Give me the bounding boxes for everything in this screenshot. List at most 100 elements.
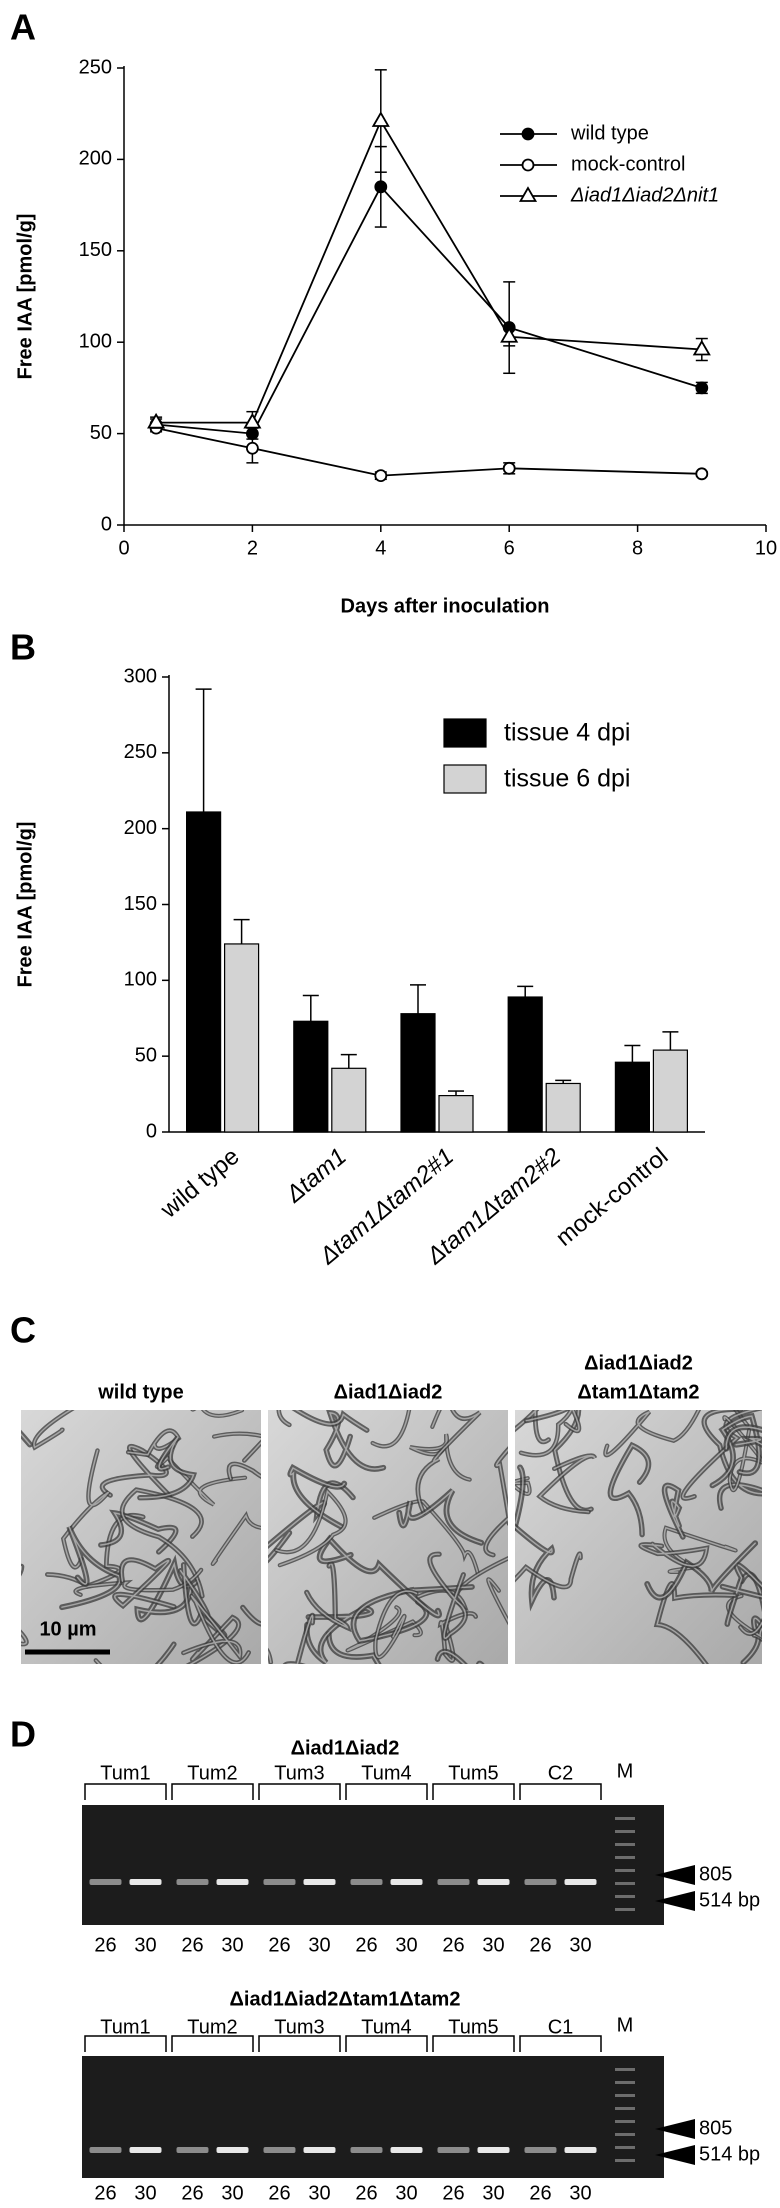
lane-bracket	[432, 2035, 515, 2052]
gel-band	[477, 1879, 510, 1885]
error-bar	[340, 1053, 357, 1069]
hypha-core	[21, 1565, 23, 1572]
ladder-band	[615, 2133, 635, 2136]
y-tick-label: 150	[124, 893, 157, 915]
marker	[374, 469, 388, 483]
hypha-core	[646, 1542, 756, 1599]
ladder-band	[615, 1869, 635, 1872]
ladder-band	[615, 2081, 635, 2084]
gel	[82, 2056, 664, 2178]
bar	[224, 943, 260, 1133]
lane-group-label: Tum1	[100, 1762, 150, 1784]
hypha-core	[682, 1410, 757, 1500]
cycle-label: 30	[569, 2182, 591, 2204]
bar	[652, 1049, 689, 1133]
ladder-band	[615, 2068, 635, 2071]
size-label: 514 bp	[699, 1889, 760, 1911]
hypha-core	[228, 1441, 261, 1480]
hypha-core	[21, 1631, 28, 1645]
hypha-core	[515, 1466, 524, 1528]
lane-group-label: Tum3	[274, 2016, 324, 2038]
gel-band	[390, 1879, 423, 1885]
lane-bracket	[258, 2035, 341, 2052]
gel-band	[437, 1879, 470, 1885]
lane-group-label: C2	[548, 1762, 574, 1784]
bar	[614, 1061, 651, 1133]
cycle-label: 30	[482, 1934, 504, 1956]
gel-band	[524, 2147, 557, 2153]
hypha	[21, 1563, 25, 1577]
hypha-core	[725, 1426, 762, 1450]
hyphae	[268, 1410, 508, 1664]
cycle-label: 26	[181, 2182, 203, 2204]
hypha-core	[663, 1526, 737, 1573]
cycle-label: 30	[395, 2182, 417, 2204]
x-tick-label: 8	[632, 537, 643, 559]
error-bar	[302, 994, 319, 1022]
ladder-band	[615, 1908, 635, 1911]
panel-label: C	[10, 1310, 36, 1351]
gel-band	[303, 1879, 336, 1885]
lane-group-label: Tum2	[187, 1762, 237, 1784]
cycle-label: 26	[181, 1934, 203, 1956]
marker	[500, 326, 519, 343]
lane-bracket	[345, 1783, 428, 1800]
marker-lane-label: M	[617, 2014, 634, 2036]
size-arrow	[655, 1865, 695, 1885]
legend-marker	[521, 158, 535, 172]
hypha-core	[409, 1433, 471, 1481]
lane-bracket	[171, 1783, 254, 1800]
ladder-band	[615, 1843, 635, 1846]
lane-group-label: Tum2	[187, 2016, 237, 2038]
x-tick-label: 2	[247, 537, 258, 559]
hypha-core	[318, 1537, 440, 1617]
hypha-core	[213, 1432, 261, 1438]
bar	[507, 996, 543, 1133]
hypha-core	[371, 1410, 441, 1448]
gel-band	[350, 1879, 383, 1885]
ladder-band	[615, 2107, 635, 2110]
ladder-band	[615, 1817, 635, 1820]
cycle-label: 30	[569, 1934, 591, 1956]
hypha-core	[484, 1448, 508, 1556]
gel-band	[129, 1879, 162, 1885]
cycle-label: 30	[308, 2182, 330, 2204]
cycle-label: 30	[221, 2182, 243, 2204]
hypha-core	[306, 1606, 373, 1664]
lane-bracket	[432, 1783, 515, 1800]
gel-band	[129, 2147, 162, 2153]
cycle-label: 30	[134, 2182, 156, 2204]
legend-label: tissue 4 dpi	[504, 719, 630, 747]
y-axis-title: Free IAA [pmol/g]	[14, 214, 36, 380]
gel-band	[524, 1879, 557, 1885]
hypha-core	[398, 1489, 483, 1544]
legend-label: wild type	[570, 122, 649, 144]
cycle-label: 26	[94, 1934, 116, 1956]
x-tick-label: 4	[375, 537, 386, 559]
lane-bracket	[345, 2035, 428, 2052]
cycle-label: 26	[529, 1934, 551, 1956]
marker-lane-label: M	[617, 1760, 634, 1782]
hypha-core	[739, 1621, 762, 1635]
ladder-band	[615, 2146, 635, 2149]
micrograph-title: Δiad1Δiad2	[584, 1352, 693, 1374]
lane-bracket	[171, 2035, 254, 2052]
panel-label: B	[10, 627, 36, 668]
bar	[331, 1067, 367, 1133]
gel-band	[216, 1879, 249, 1885]
error-bar	[410, 984, 426, 1014]
legend-marker	[521, 127, 535, 141]
size-arrow	[655, 2119, 695, 2139]
lane-group-label: Tum4	[361, 2016, 411, 2038]
cycle-label: 26	[529, 2182, 551, 2204]
gel-band	[564, 1879, 597, 1885]
hypha-core	[286, 1614, 314, 1664]
gel-band	[263, 2147, 296, 2153]
hypha-core	[100, 1512, 177, 1553]
hypha-core	[609, 1444, 650, 1536]
gel-band	[477, 2147, 510, 2153]
series-line	[155, 427, 702, 477]
hypha-core	[139, 1436, 195, 1499]
gel-band	[263, 1879, 296, 1885]
hypha-core	[711, 1415, 760, 1487]
